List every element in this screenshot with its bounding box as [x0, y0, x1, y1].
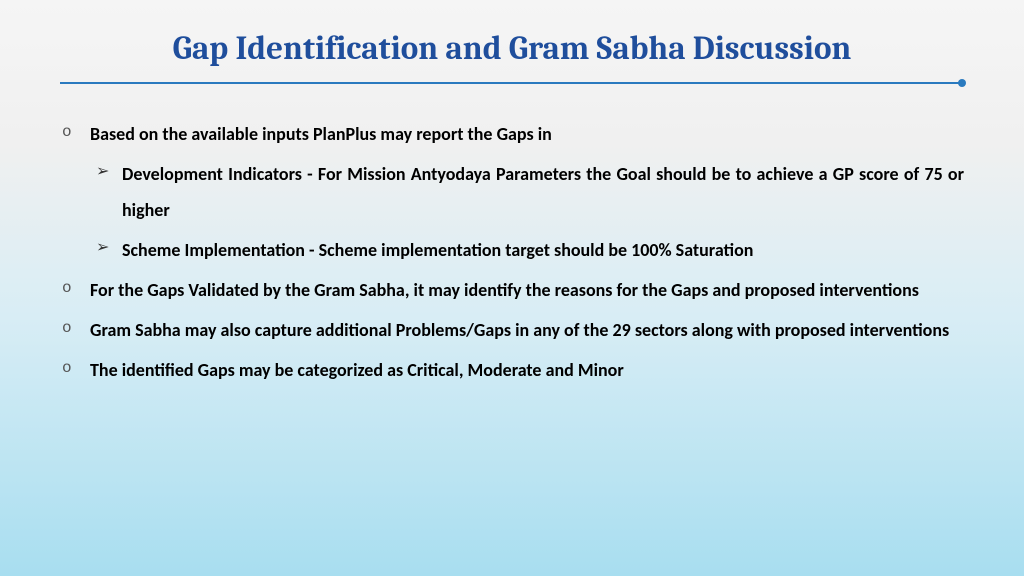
bullet-level2: Development Indicators - For Mission Ant…: [60, 156, 964, 228]
bullet-text: For the Gaps Validated by the Gram Sabha…: [90, 279, 919, 301]
divider-line: [60, 82, 964, 84]
bullet-level2: Scheme Implementation - Scheme implement…: [60, 232, 964, 268]
bullet-level1: The identified Gaps may be categorized a…: [60, 352, 964, 388]
bullet-text: Gram Sabha may also capture additional P…: [90, 319, 949, 341]
bullet-text: Scheme Implementation - Scheme implement…: [122, 239, 753, 261]
bullet-text: Based on the available inputs PlanPlus m…: [90, 123, 552, 145]
slide-title: Gap Identification and Gram Sabha Discus…: [60, 30, 964, 68]
slide-body: Based on the available inputs PlanPlus m…: [60, 116, 964, 388]
bullet-text: The identified Gaps may be categorized a…: [90, 359, 624, 381]
bullet-text: Development Indicators - For Mission Ant…: [122, 163, 964, 221]
bullet-level1: For the Gaps Validated by the Gram Sabha…: [60, 272, 964, 308]
bullet-level1: Based on the available inputs PlanPlus m…: [60, 116, 964, 152]
title-divider: [60, 78, 964, 88]
divider-dot: [958, 79, 966, 87]
bullet-level1: Gram Sabha may also capture additional P…: [60, 312, 964, 348]
